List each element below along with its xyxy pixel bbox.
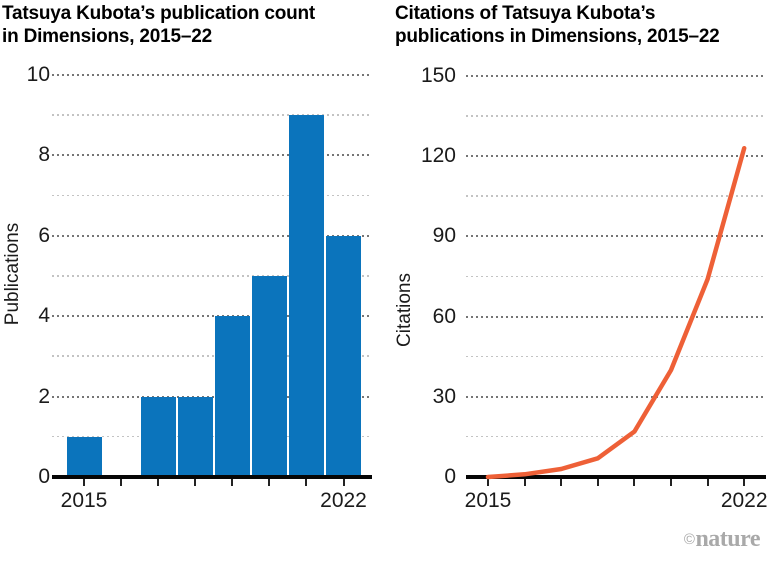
gridline-135 bbox=[466, 115, 766, 117]
x-axis bbox=[466, 475, 766, 479]
gridline-7 bbox=[52, 194, 372, 197]
y-tick-label-2: 2 bbox=[38, 384, 50, 408]
x-tick-2021 bbox=[305, 479, 308, 486]
nature-logo: ©nature bbox=[683, 526, 761, 553]
y-tick-label-8: 8 bbox=[38, 143, 50, 167]
y-tick-label-0: 0 bbox=[444, 465, 456, 488]
copyright-icon: © bbox=[683, 531, 695, 548]
gridline-6 bbox=[52, 234, 372, 237]
y-tick-label-90: 90 bbox=[432, 224, 456, 248]
gridline-3 bbox=[52, 355, 372, 357]
gridline-30 bbox=[466, 395, 766, 398]
gridline-4 bbox=[52, 315, 372, 318]
x-tick-2020 bbox=[268, 479, 271, 486]
x-tick-2017 bbox=[157, 479, 160, 486]
gridline-60 bbox=[466, 315, 766, 318]
x-tick-label-2015: 2015 bbox=[464, 489, 512, 512]
y-tick-label-4: 4 bbox=[38, 304, 50, 328]
x-axis bbox=[52, 475, 372, 479]
x-tick-2022 bbox=[342, 479, 345, 486]
x-tick-2016 bbox=[120, 479, 123, 486]
y-tick-label-150: 150 bbox=[420, 64, 456, 87]
publications-title-line-1: Tatsuya Kubota’s publication count bbox=[2, 3, 316, 24]
x-tick-2015 bbox=[487, 479, 489, 486]
y-tick-label-0: 0 bbox=[38, 465, 50, 488]
y-tick-label-10: 10 bbox=[26, 63, 50, 86]
x-tick-2018 bbox=[194, 479, 197, 486]
bar-2015 bbox=[66, 436, 102, 477]
gridline-150 bbox=[466, 75, 766, 77]
x-tick-2016 bbox=[523, 479, 526, 486]
gridline-8 bbox=[52, 154, 372, 157]
citations-title-line-2: publications in Dimensions, 2015–22 bbox=[395, 25, 720, 47]
x-tick-2021 bbox=[706, 479, 709, 486]
x-tick-label-2015: 2015 bbox=[60, 489, 108, 512]
y-tick-label-60: 60 bbox=[432, 304, 456, 328]
x-tick-2022 bbox=[743, 479, 746, 486]
bar-2022 bbox=[326, 235, 361, 477]
bar-2020 bbox=[251, 276, 287, 477]
x-tick-2015 bbox=[83, 479, 85, 486]
gridline-105 bbox=[466, 195, 766, 197]
gridline-10 bbox=[52, 74, 372, 76]
y-tick-label-120: 120 bbox=[420, 144, 456, 168]
gridline-120 bbox=[466, 155, 766, 158]
citations-chart-title: Citations of Tatsuya Kubota’s publicatio… bbox=[395, 3, 767, 48]
bar-2021 bbox=[288, 115, 324, 477]
bar-2019 bbox=[214, 316, 250, 477]
gridline-45 bbox=[466, 355, 766, 358]
x-tick-label-2022: 2022 bbox=[720, 489, 767, 512]
gridline-90 bbox=[466, 235, 766, 238]
x-tick-2019 bbox=[633, 479, 636, 486]
publications-title-line-2: in Dimensions, 2015–22 bbox=[2, 25, 212, 47]
x-tick-2019 bbox=[231, 479, 234, 486]
citations-title-line-1: Citations of Tatsuya Kubota’s bbox=[395, 3, 656, 24]
x-tick-label-2022: 2022 bbox=[320, 489, 367, 512]
nature-logo-text: nature bbox=[695, 526, 760, 552]
y-tick-label-6: 6 bbox=[38, 223, 50, 247]
gridline-9 bbox=[52, 114, 372, 116]
bar-2018 bbox=[177, 396, 213, 477]
x-tick-2020 bbox=[670, 479, 672, 486]
x-tick-2017 bbox=[560, 479, 563, 486]
gridline-5 bbox=[52, 275, 372, 277]
gridline-15 bbox=[466, 435, 766, 438]
publications-chart-title: Tatsuya Kubota’s publication count in Di… bbox=[2, 3, 377, 48]
x-tick-2018 bbox=[596, 479, 599, 486]
y-tick-label-30: 30 bbox=[432, 384, 456, 408]
gridline-75 bbox=[466, 275, 766, 277]
bar-2017 bbox=[140, 396, 176, 477]
